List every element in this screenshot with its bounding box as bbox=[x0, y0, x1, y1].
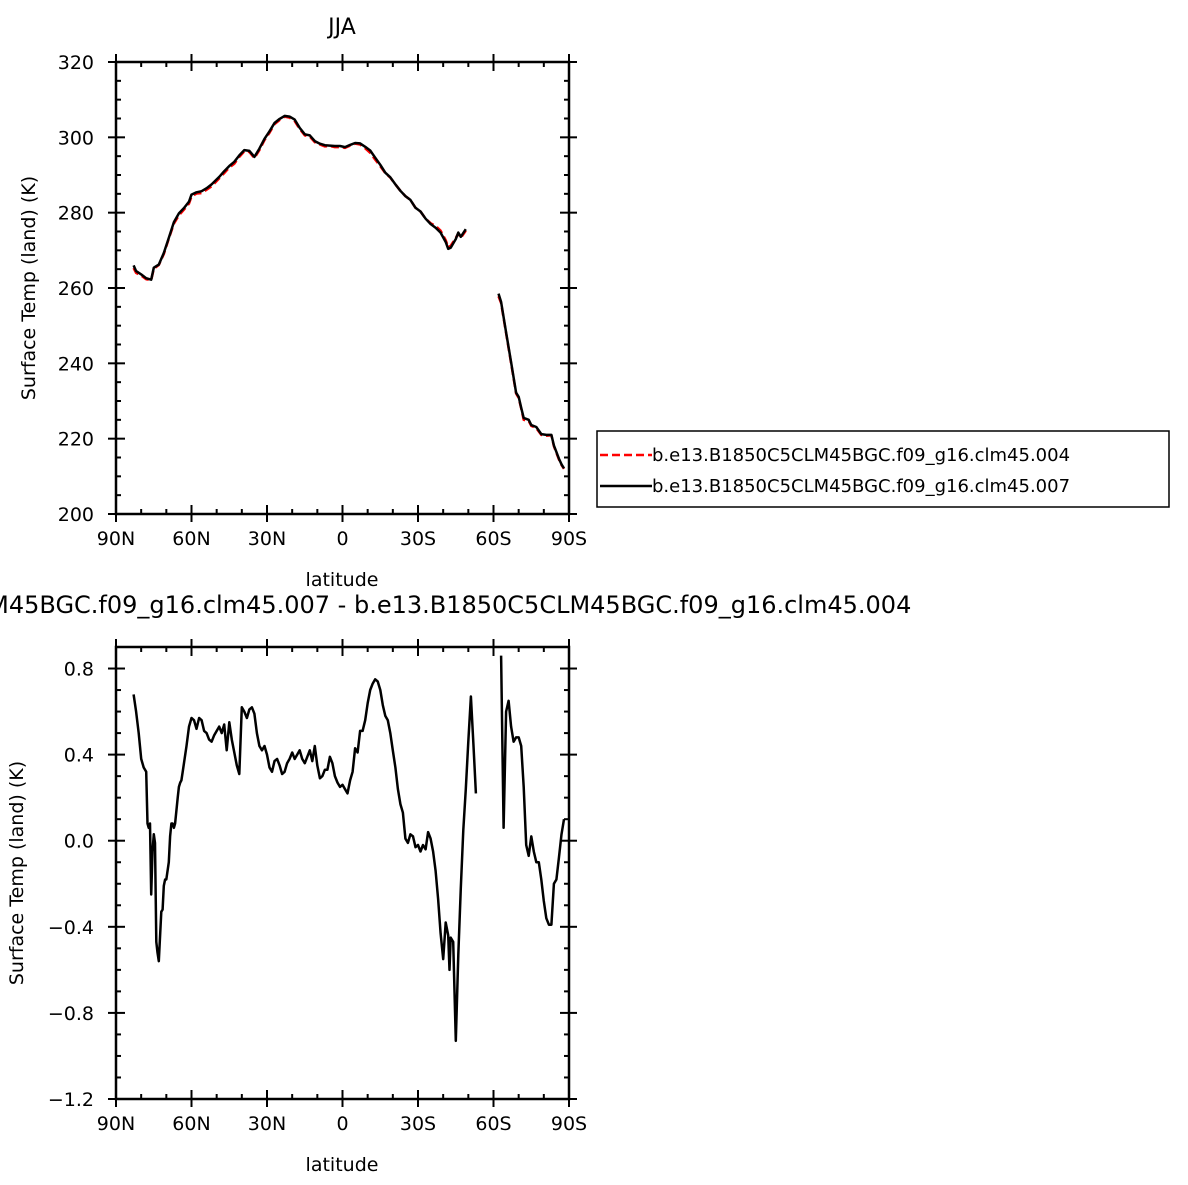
top-y-tick-label: 240 bbox=[58, 353, 94, 375]
top-chart-title: JJA bbox=[326, 15, 356, 40]
bottom-plot-frame bbox=[114, 645, 571, 1101]
legend: b.e13.B1850C5CLM45BGC.f09_g16.clm45.004 … bbox=[596, 430, 1170, 508]
bottom-x-tick-label: 60S bbox=[475, 1113, 511, 1135]
legend-box bbox=[596, 430, 1170, 508]
top-y-tick-label: 260 bbox=[58, 278, 94, 300]
bottom-x-tick-label: 90S bbox=[551, 1113, 587, 1135]
bottom-x-tick-label: 90N bbox=[97, 1113, 135, 1135]
top-x-tick-label: 30S bbox=[400, 528, 436, 550]
top-series-1-segment-1 bbox=[497, 293, 566, 470]
bottom-series-0-segment-0 bbox=[132, 678, 478, 1043]
bottom-x-tick-label: 60N bbox=[172, 1113, 210, 1135]
bottom-chart-title: b.e13.B1850C5CLM45BGC.f09_g16.clm45.007 … bbox=[0, 591, 911, 619]
bottom-y-axis-label: Surface Temp (land) (K) bbox=[6, 761, 28, 985]
bottom-x-tick-label: 0 bbox=[336, 1113, 348, 1135]
bottom-y-tick-label: −1.2 bbox=[48, 1089, 94, 1111]
top-x-tick-label: 0 bbox=[336, 528, 348, 550]
top-series-0-segment-0 bbox=[132, 115, 467, 282]
top-series-1-segment-0 bbox=[132, 114, 467, 281]
top-x-tick-label: 30N bbox=[248, 528, 286, 550]
bottom-x-tick-label: 30S bbox=[400, 1113, 436, 1135]
top-x-tick-label: 90S bbox=[551, 528, 587, 550]
bottom-series-lines bbox=[132, 655, 566, 1043]
bottom-series-0-segment-1 bbox=[499, 655, 566, 926]
top-panel: JJA 90N 60N 30N 0 30S 60S 90S 200 220 240 260 280 30… bbox=[18, 15, 1170, 591]
bottom-y-tick-label: 0.4 bbox=[64, 745, 94, 767]
top-y-tick-label: 280 bbox=[58, 203, 94, 225]
top-x-tick-label: 90N bbox=[97, 528, 135, 550]
top-plot-frame bbox=[114, 60, 571, 516]
top-y-tick-label: 300 bbox=[58, 127, 94, 149]
top-y-tick-label: 220 bbox=[58, 429, 94, 451]
bottom-y-tick-label: 0.0 bbox=[64, 831, 94, 853]
bottom-x-axis-label: latitude bbox=[306, 1154, 379, 1176]
top-series-lines bbox=[132, 114, 566, 470]
bottom-axis-ticks: 90N 60N 30N 0 30S 60S 90S −1.2 −0.8 −0.4 0.0 0.4 0.8 bbox=[48, 639, 587, 1135]
top-axis-ticks: 90N 60N 30N 0 30S 60S 90S 200 220 240 260 280 300 320 bbox=[58, 52, 587, 550]
legend-label-series-007: b.e13.B1850C5CLM45BGC.f09_g16.clm45.007 bbox=[652, 476, 1070, 497]
top-y-axis-label: Surface Temp (land) (K) bbox=[18, 176, 40, 400]
top-y-tick-label: 320 bbox=[58, 52, 94, 74]
top-x-tick-label: 60N bbox=[172, 528, 210, 550]
bottom-y-tick-label: −0.8 bbox=[48, 1003, 94, 1025]
top-x-axis-label: latitude bbox=[306, 569, 379, 591]
bottom-y-tick-label: 0.8 bbox=[64, 659, 94, 681]
bottom-panel: b.e13.B1850C5CLM45BGC.f09_g16.clm45.007 … bbox=[0, 591, 911, 1176]
top-y-tick-label: 200 bbox=[58, 504, 94, 526]
bottom-x-tick-label: 30N bbox=[248, 1113, 286, 1135]
bottom-y-tick-label: −0.4 bbox=[48, 917, 94, 939]
top-x-tick-label: 60S bbox=[475, 528, 511, 550]
legend-label-series-004: b.e13.B1850C5CLM45BGC.f09_g16.clm45.004 bbox=[652, 445, 1070, 466]
